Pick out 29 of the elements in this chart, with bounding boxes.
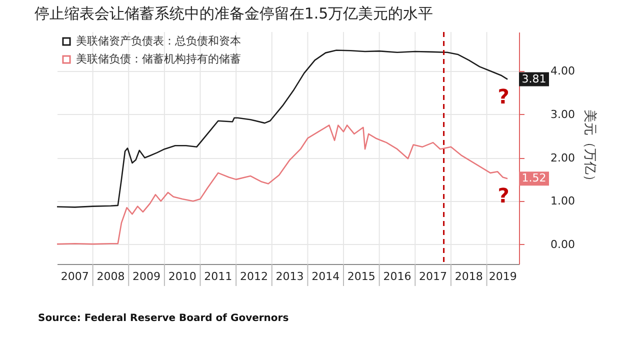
x-tick-label: 2011 (204, 270, 232, 283)
x-tick-label: 2015 (347, 270, 376, 283)
y-tick-label: 1.00 (550, 194, 575, 208)
line-series (56, 124, 508, 245)
x-tick-label: 2018 (454, 270, 483, 283)
x-tick-label: 2010 (168, 270, 196, 283)
data-label: 1.52 (522, 172, 546, 185)
x-tick-label: 2008 (96, 270, 125, 283)
x-tick-label: 2009 (132, 270, 161, 283)
x-tick-label: 2016 (383, 270, 412, 283)
y-tick-label: 3.00 (550, 108, 575, 121)
x-tick-label: 2013 (276, 270, 304, 283)
data-label: 3.81 (522, 72, 546, 86)
y-tick-label: 2.00 (550, 151, 575, 164)
x-tick-label: 2019 (488, 270, 517, 283)
x-tick-label: 2007 (60, 270, 89, 283)
y-axis-title: 美元（万亿） (582, 110, 598, 188)
y-tick-label: 4.00 (550, 64, 575, 78)
x-tick-label: 2012 (240, 270, 268, 283)
source-note: Source: Federal Reserve Board of Governors (38, 313, 289, 324)
annotation: ? (498, 84, 510, 108)
y-tick-label: 0.00 (550, 238, 575, 251)
legend-label: 美联储负债：储蓄机构持有的储蓄 (76, 52, 241, 66)
x-tick-label: 2014 (312, 270, 340, 283)
x-tick-label: 2017 (419, 270, 448, 283)
legend-label: 美联储资产负债表：总负债和资本 (76, 34, 241, 48)
line-series (56, 50, 508, 208)
chart-title: 停止缩表会让储蓄系统中的准备金停留在1.5万亿美元的水平 (34, 4, 434, 22)
annotation: ? (498, 184, 510, 208)
